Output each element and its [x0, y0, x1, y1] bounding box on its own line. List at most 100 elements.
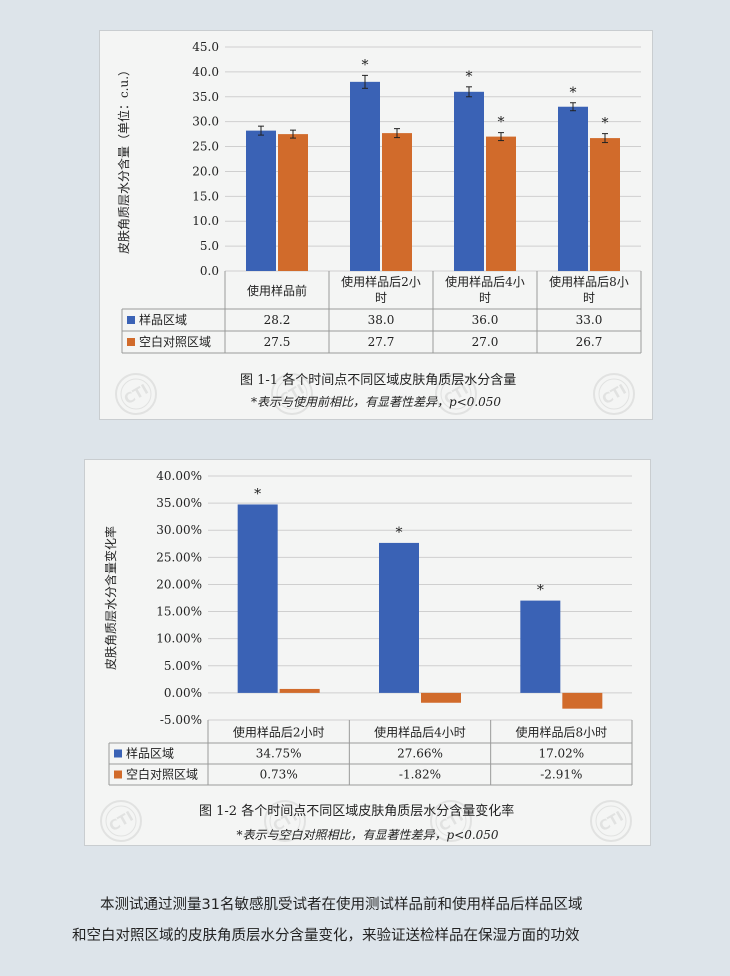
watermark-ring — [593, 373, 635, 415]
bar-control — [486, 136, 516, 271]
y-tick-label: 15.00% — [156, 605, 202, 619]
significance-mark: * — [602, 116, 609, 132]
chart-1: CTI CTI CTI CTI45.040.035.030.025.020.015.0… — [115, 40, 642, 415]
bar-sample — [237, 504, 278, 693]
x-category-label: 使用样品后8小 — [549, 274, 629, 289]
watermark-inner-ring — [269, 805, 301, 837]
data-label: 27.0 — [472, 335, 499, 349]
y-tick-label: 25.0 — [192, 140, 219, 154]
x-category-label: 时 — [375, 291, 387, 305]
y-tick-label: 40.0 — [192, 65, 219, 79]
watermark-ring — [264, 800, 306, 842]
data-label: 28.2 — [264, 313, 291, 327]
y-tick-label: 5.0 — [200, 239, 219, 253]
y-tick-label: 0.00% — [164, 686, 202, 700]
watermark-inner-ring — [595, 805, 627, 837]
data-label: 34.75% — [256, 747, 302, 761]
chart-1-caption: 图 1-1 各个时间点不同区域皮肤角质层水分含量 — [240, 373, 517, 388]
legend-label: 样品区域 — [139, 312, 187, 327]
legend-label: 样品区域 — [126, 746, 174, 761]
data-label: 38.0 — [368, 313, 395, 327]
bar-sample — [454, 91, 484, 271]
watermark-ring — [271, 373, 313, 415]
body-line-1: 本测试通过测量31名敏感肌受试者在使用测试样品前和使用样品后样品区域 — [100, 897, 583, 913]
y-tick-label: 0.0 — [200, 264, 219, 278]
watermark-inner-ring — [435, 805, 467, 837]
y-tick-label: 20.0 — [192, 164, 219, 178]
y-tick-label: 10.00% — [156, 632, 202, 646]
y-tick-label: 15.0 — [192, 189, 219, 203]
watermark-ring — [590, 800, 632, 842]
legend-swatch — [127, 316, 135, 324]
x-category-label: 使用样品后2小时 — [233, 725, 325, 740]
chart-1-note: *表示与使用前相比，有显著性差异，p<0.050 — [250, 395, 502, 409]
y-tick-label: 30.00% — [156, 523, 202, 537]
y-tick-label: 40.00% — [156, 469, 202, 483]
chart-2-note: *表示与空白对照相比，有显著性差异，p<0.050 — [236, 828, 499, 842]
y-tick-label: 20.00% — [156, 577, 202, 591]
y-tick-label: 25.00% — [156, 550, 202, 564]
significance-mark: * — [362, 57, 369, 73]
x-category-label: 使用样品前 — [247, 283, 307, 298]
watermark-inner-ring — [440, 378, 472, 410]
body-paragraph: 本测试通过测量31名敏感肌受试者在使用测试样品前和使用样品后样品区域 和空白对照… — [0, 890, 730, 952]
data-label: 27.5 — [264, 335, 291, 349]
significance-mark: * — [570, 85, 577, 101]
x-category-label: 使用样品后8小时 — [516, 725, 608, 740]
chart-panel-1: CTI CTI CTI CTI 45.0 40.0 35.0 30.0 25.0 20.0 15.0… — [99, 30, 653, 420]
significance-mark: * — [498, 115, 505, 131]
bar-sample — [520, 600, 561, 693]
legend-swatch — [114, 749, 122, 758]
legend-label: 空白对照区域 — [126, 767, 198, 782]
watermark-inner-ring — [120, 378, 152, 410]
y-tick-label: 35.0 — [192, 90, 219, 104]
bar-sample — [558, 106, 588, 271]
bar-control — [562, 692, 603, 709]
legend-label: 空白对照区域 — [139, 334, 211, 349]
chart-panel-2: CTI CTI CTI CTI 40.00% 35.00% 30.00% 25.00% 20.0… — [84, 459, 651, 846]
y-tick-label: 5.00% — [164, 659, 202, 673]
bar-control — [590, 138, 620, 271]
watermark-ring — [115, 373, 157, 415]
bar-sample — [246, 130, 276, 271]
bar-control — [382, 133, 412, 271]
data-label: -2.91% — [540, 768, 582, 782]
data-label: 36.0 — [472, 313, 499, 327]
y-tick-label: 35.00% — [156, 496, 202, 510]
watermark-ring — [435, 373, 477, 415]
bar-control — [421, 692, 461, 703]
bar-sample — [379, 542, 419, 693]
significance-mark: * — [396, 525, 403, 541]
significance-mark: * — [466, 69, 473, 85]
data-label: 26.7 — [576, 335, 603, 349]
bar-control — [279, 688, 320, 693]
bar-sample — [350, 81, 380, 271]
x-category-label: 时 — [583, 291, 595, 305]
watermark-inner-ring — [598, 378, 630, 410]
x-category-label: 使用样品后4小 — [445, 274, 525, 289]
chart-2: CTI CTI CTI CTI40.00%35.00%30.00%25.00%20.0… — [100, 469, 633, 842]
y-axis-title: 皮肤角质层水分含量变化率 — [103, 526, 118, 670]
data-label: 27.66% — [397, 747, 443, 761]
y-tick-label: 45.0 — [192, 40, 219, 54]
chart-2-caption: 图 1-2 各个时间点不同区域皮肤角质层水分含量变化率 — [199, 804, 515, 819]
significance-mark: * — [254, 486, 261, 502]
watermark-inner-ring — [105, 805, 137, 837]
y-tick-label: -5.00% — [160, 713, 202, 727]
data-label: 27.7 — [368, 335, 395, 349]
x-category-label: 使用样品后2小 — [341, 274, 421, 289]
legend-swatch — [127, 338, 135, 346]
legend-swatch — [114, 770, 122, 779]
body-line-2: 和空白对照区域的皮肤角质层水分含量变化，来验证送检样品在保湿方面的功效 — [72, 928, 580, 944]
y-axis-title: 皮肤角质层水分含量（单位：c.u.） — [116, 64, 131, 254]
y-tick-label: 30.0 — [192, 115, 219, 129]
x-category-label: 时 — [479, 291, 491, 305]
x-category-label: 使用样品后4小时 — [374, 725, 466, 740]
bar-control — [278, 134, 308, 271]
watermark-ring — [430, 800, 472, 842]
data-label: -1.82% — [399, 768, 441, 782]
watermark-inner-ring — [276, 378, 308, 410]
watermark-ring — [100, 800, 142, 842]
data-label: 17.02% — [538, 747, 584, 761]
y-tick-label: 10.0 — [192, 214, 219, 228]
